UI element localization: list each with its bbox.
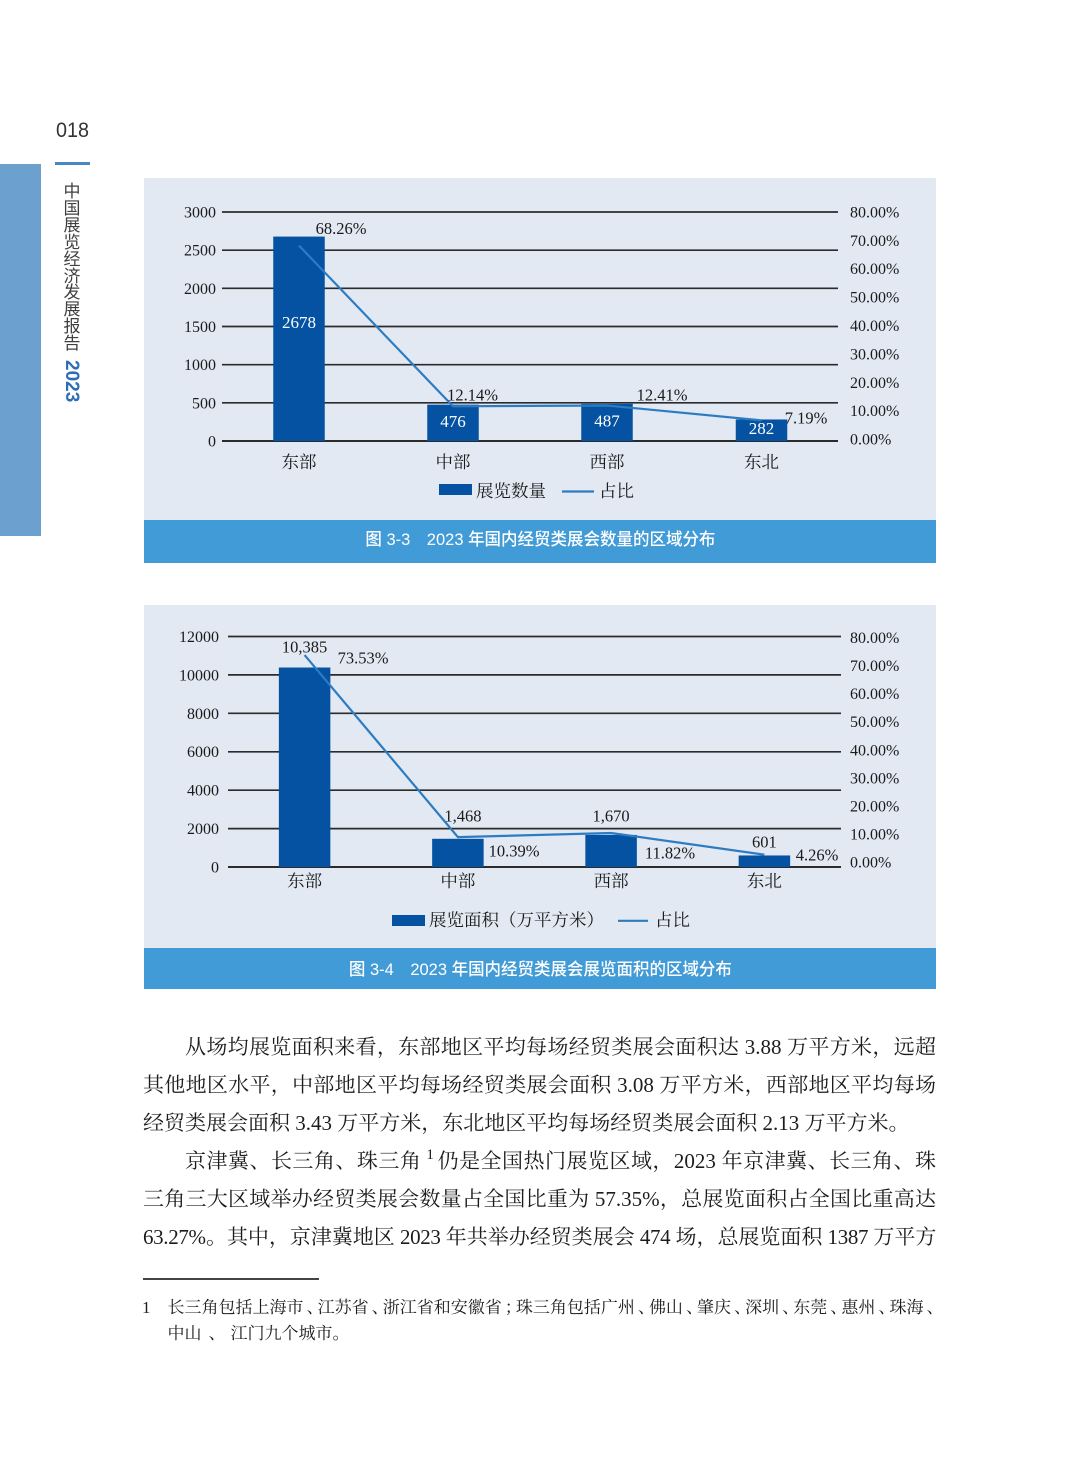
svg-text:中部: 中部	[436, 452, 471, 472]
svg-text:80.00%: 80.00%	[850, 630, 899, 647]
svg-text:展览数量: 展览数量	[476, 481, 546, 501]
svg-text:0.00%: 0.00%	[850, 432, 891, 449]
svg-text:12.14%: 12.14%	[447, 386, 498, 405]
svg-text:30.00%: 30.00%	[850, 346, 899, 363]
svg-text:476: 476	[440, 412, 466, 431]
svg-text:10,385: 10,385	[282, 638, 327, 657]
svg-text:1000: 1000	[184, 357, 216, 374]
svg-text:4.26%: 4.26%	[796, 846, 839, 865]
svg-text:20.00%: 20.00%	[850, 798, 899, 815]
svg-text:40.00%: 40.00%	[850, 742, 899, 759]
svg-text:7.19%: 7.19%	[785, 409, 828, 428]
svg-text:3000: 3000	[184, 205, 216, 222]
svg-text:占比: 占比	[655, 910, 690, 930]
svg-text:60.00%: 60.00%	[850, 686, 899, 703]
svg-text:50.00%: 50.00%	[850, 290, 899, 307]
svg-text:500: 500	[192, 395, 216, 412]
svg-text:东北: 东北	[744, 452, 779, 472]
svg-text:73.53%: 73.53%	[338, 649, 389, 668]
svg-text:0.00%: 0.00%	[850, 855, 891, 872]
svg-text:20.00%: 20.00%	[850, 375, 899, 392]
svg-text:60.00%: 60.00%	[850, 261, 899, 278]
svg-text:1500: 1500	[184, 319, 216, 336]
svg-text:东部: 东部	[287, 871, 322, 891]
svg-text:1,468: 1,468	[444, 807, 481, 826]
svg-text:东部: 东部	[282, 452, 317, 472]
svg-text:6000: 6000	[187, 744, 219, 761]
svg-text:487: 487	[594, 411, 620, 430]
svg-text:70.00%: 70.00%	[850, 658, 899, 675]
svg-text:西部: 西部	[590, 452, 625, 472]
svg-text:2500: 2500	[184, 243, 216, 260]
svg-text:8000: 8000	[187, 706, 219, 723]
svg-text:50.00%: 50.00%	[850, 714, 899, 731]
svg-text:10.00%: 10.00%	[850, 826, 899, 843]
svg-text:1,670: 1,670	[593, 807, 630, 826]
svg-text:80.00%: 80.00%	[850, 205, 899, 222]
svg-text:中部: 中部	[440, 871, 475, 891]
svg-text:4000: 4000	[187, 783, 219, 800]
svg-text:2000: 2000	[187, 821, 219, 838]
svg-text:12.41%: 12.41%	[637, 386, 688, 405]
svg-text:展览面积（万平方米）: 展览面积（万平方米）	[429, 910, 604, 930]
svg-text:2000: 2000	[184, 281, 216, 298]
svg-text:10.00%: 10.00%	[850, 403, 899, 420]
svg-text:282: 282	[749, 419, 775, 438]
svg-text:西部: 西部	[594, 871, 629, 891]
svg-text:601: 601	[752, 833, 777, 852]
svg-text:10.39%: 10.39%	[489, 842, 540, 861]
svg-text:30.00%: 30.00%	[850, 770, 899, 787]
svg-text:2678: 2678	[282, 313, 316, 332]
svg-text:70.00%: 70.00%	[850, 233, 899, 250]
svg-text:40.00%: 40.00%	[850, 318, 899, 335]
svg-text:11.82%: 11.82%	[645, 844, 696, 863]
svg-text:10000: 10000	[179, 667, 219, 684]
svg-text:12000: 12000	[179, 629, 219, 646]
svg-text:占比: 占比	[599, 481, 634, 501]
svg-text:东北: 东北	[747, 871, 782, 891]
svg-text:68.26%: 68.26%	[316, 219, 367, 238]
svg-text:0: 0	[208, 434, 216, 451]
svg-text:0: 0	[211, 860, 219, 877]
